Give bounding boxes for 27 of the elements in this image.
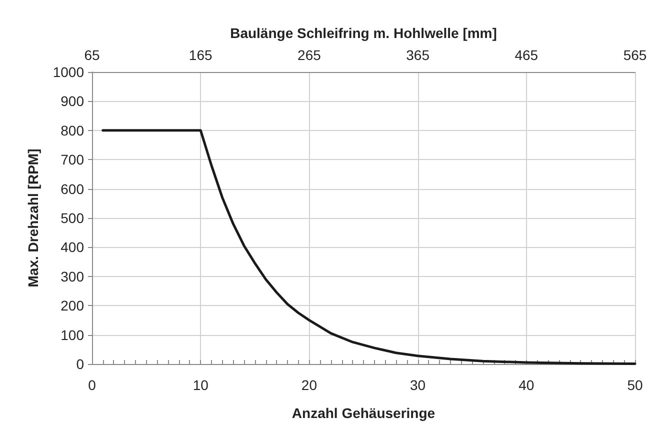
line-series — [102, 129, 636, 365]
x2-axis-title: Baulänge Schleifring m. Hohlwelle [mm] — [230, 25, 497, 41]
x2-tick-label: 565 — [623, 47, 647, 63]
y-tick-label: 0 — [76, 356, 84, 372]
y-tick-label: 100 — [60, 326, 84, 343]
y-tick-label: 1000 — [52, 64, 84, 80]
y-axis-title: Max. Drehzahl [RPM] — [25, 148, 41, 288]
x2-tick-label: 365 — [406, 47, 430, 63]
y-tick-label: 600 — [60, 180, 84, 197]
y-tick-label: 200 — [60, 298, 84, 314]
y-tick-label: 300 — [60, 268, 84, 284]
x-axis-title: Anzahl Gehäuseringe — [292, 405, 436, 421]
x-tick-label: 0 — [88, 377, 96, 393]
x-tick-label: 30 — [410, 377, 426, 393]
x2-tick-label: 65 — [84, 47, 100, 63]
y-tick-label: 400 — [60, 239, 84, 256]
x-tick-label: 50 — [627, 377, 643, 393]
y-tick-label: 900 — [60, 93, 84, 110]
x-tick-label: 20 — [301, 377, 318, 393]
x2-tick-label: 465 — [514, 47, 538, 63]
y-tick-label: 500 — [60, 210, 84, 226]
x-tick-label: 40 — [518, 377, 534, 393]
y-tick-label: 800 — [60, 122, 84, 138]
x2-tick-label: 165 — [188, 47, 212, 63]
x2-tick-label: 265 — [298, 47, 322, 63]
x-tick-label: 10 — [192, 377, 209, 393]
y-tick-label: 700 — [60, 152, 84, 168]
